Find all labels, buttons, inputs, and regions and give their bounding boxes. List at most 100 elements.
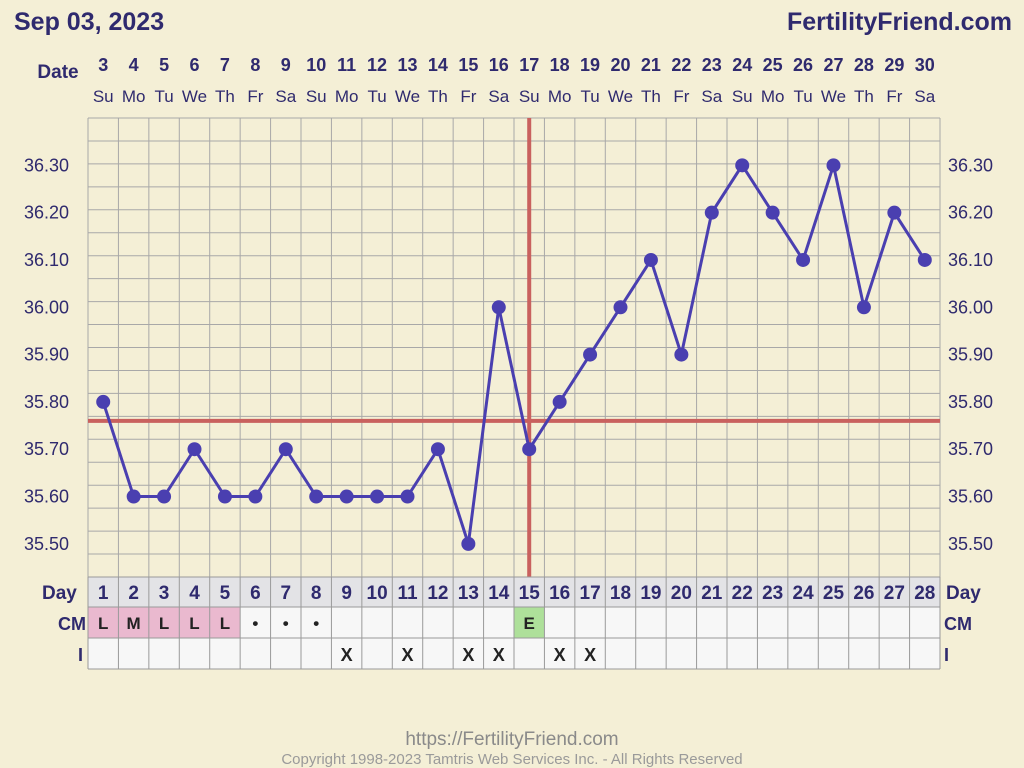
weekday-label: Tu [154,87,173,106]
cm-code: • [252,614,258,633]
day-row-label-left: Day [42,583,77,604]
y-tick-label-right: 36.10 [948,250,993,270]
cm-cell-fill [148,607,180,638]
weekday-label: Mo [335,87,359,106]
chart-date: Sep 03, 2023 [14,8,165,36]
intercourse-mark: X [462,645,474,665]
date-tick-label: 28 [854,55,874,75]
cm-code: L [159,614,169,633]
weekday-label: Sa [488,87,509,106]
temperature-point [735,158,750,173]
intercourse-mark: X [584,645,596,665]
date-tick-label: 22 [671,55,691,75]
temperature-point [643,252,658,267]
cm-cell-fill [88,607,119,638]
cycle-day-label: 12 [427,583,448,604]
weekday-label: Mo [122,87,146,106]
weekday-label: Sa [914,87,935,106]
weekday-label: Mo [548,87,572,106]
cycle-day-label: 21 [701,583,723,604]
intercourse-mark: X [401,645,413,665]
date-tick-label: 7 [220,55,230,75]
weekday-label: Fr [673,87,689,106]
y-tick-label-right: 35.70 [948,439,993,459]
date-tick-label: 20 [610,55,630,75]
cycle-day-label: 26 [853,583,874,604]
date-tick-label: 9 [281,55,291,75]
temperature-point [583,347,598,362]
date-tick-label: 29 [884,55,904,75]
temperature-point [613,300,628,315]
cm-cell-fill [209,607,241,638]
temperature-point [309,489,324,504]
y-tick-label-left: 35.90 [24,345,69,365]
y-tick-label-left: 36.30 [24,155,69,175]
cycle-day-label: 10 [367,583,388,604]
date-tick-label: 4 [129,55,139,75]
cycle-day-label: 5 [220,583,231,604]
cycle-day-label: 7 [280,583,291,604]
cycle-day-label: 20 [671,583,692,604]
temperature-point [430,442,445,457]
weekday-label: Mo [761,87,785,106]
cycle-day-label: 25 [823,583,845,604]
cycle-day-label: 17 [580,583,601,604]
temperature-point [491,300,506,315]
site-logo-text[interactable]: FertilityFriend.com [786,8,1012,36]
cm-code: L [220,614,230,633]
cm-cell-fill [118,607,149,638]
cycle-day-label: 18 [610,583,631,604]
y-tick-label-left: 35.70 [24,439,69,459]
temperature-point [765,205,780,220]
weekday-label: Fr [886,87,902,106]
y-tick-label-left: 36.10 [24,250,69,270]
cycle-day-label: 8 [311,583,322,604]
cm-code: • [313,614,319,633]
y-tick-label-right: 36.20 [948,203,993,223]
temperature-point [796,252,811,267]
date-tick-label: 23 [702,55,722,75]
date-tick-label: 25 [763,55,783,75]
cycle-day-label: 1 [98,583,109,604]
cm-code: L [189,614,199,633]
cm-cell-fill [514,607,545,638]
weekday-label: Fr [247,87,263,106]
weekday-label: Su [519,87,540,106]
temperature-point [157,489,172,504]
cm-row-label-left: CM [58,614,86,634]
cycle-day-label: 16 [549,583,570,604]
weekday-label: Sa [701,87,722,106]
temperature-point [278,442,293,457]
date-row-label: Date [37,62,78,83]
cycle-day-label: 11 [397,583,418,604]
footer-url[interactable]: https://FertilityFriend.com [405,729,619,750]
date-tick-label: 26 [793,55,813,75]
cm-cell-fill [179,607,210,638]
date-tick-label: 8 [250,55,260,75]
temperature-point [187,442,202,457]
temperature-point [248,489,263,504]
cm-code: M [127,614,141,633]
y-tick-label-right: 36.00 [948,297,993,317]
date-tick-label: 10 [306,55,326,75]
cm-code: E [524,614,535,633]
temperature-point [826,158,841,173]
cm-row-label-right: CM [944,614,972,634]
date-tick-label: 15 [458,55,478,75]
date-tick-label: 11 [337,55,356,75]
y-tick-label-right: 35.90 [948,345,993,365]
y-tick-label-left: 36.00 [24,297,69,317]
temperature-point [339,489,354,504]
temperature-point [400,489,415,504]
weekday-label: Th [854,87,874,106]
temperature-point [370,489,385,504]
temperature-point [674,347,689,362]
weekday-label: We [608,87,633,106]
weekday-label: Tu [580,87,599,106]
temperature-line [101,159,927,545]
temperature-point [522,442,537,457]
date-tick-label: 30 [915,55,935,75]
cycle-day-label: 9 [341,583,352,604]
weekday-label: We [821,87,846,106]
cycle-day-label: 6 [250,583,261,604]
